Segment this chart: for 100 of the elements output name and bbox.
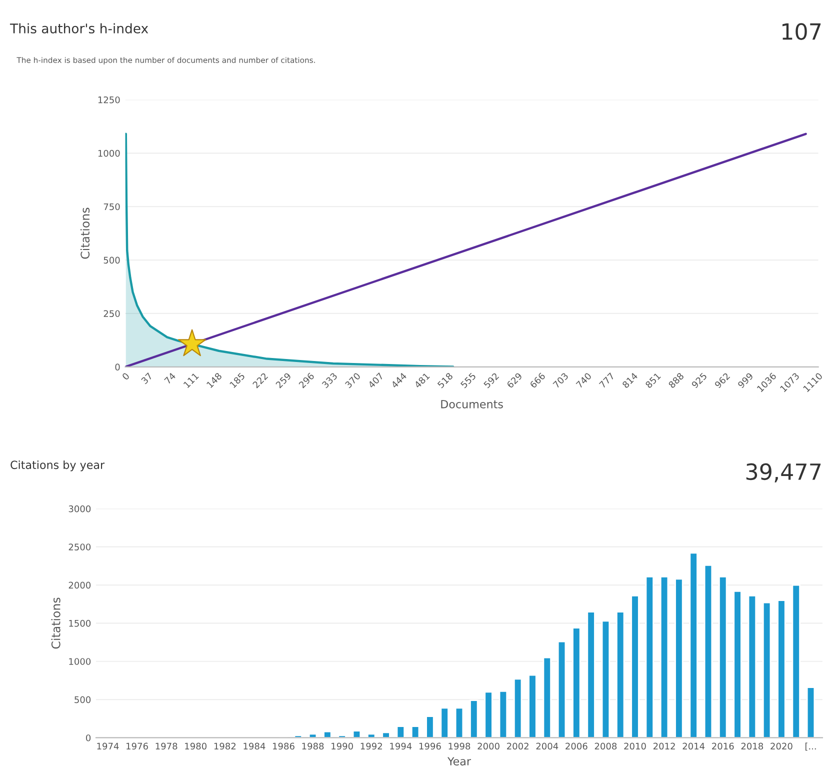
y-tick-label: 1000 — [98, 150, 120, 157]
x-tick-label: 481 — [414, 372, 430, 389]
bar — [572, 627, 581, 738]
bar — [733, 590, 742, 738]
x-tick-label: 1974 — [97, 742, 119, 750]
x-tick-label: 2020 — [770, 742, 792, 750]
x-tick-label: 74 — [164, 372, 176, 384]
bar — [542, 656, 552, 738]
x-tick-label: 851 — [644, 372, 661, 388]
x-tick-label: 962 — [714, 372, 730, 388]
x-tick-label: 1988 — [302, 742, 324, 750]
x-tick-label: 777 — [598, 372, 615, 388]
x-tick-label: 2014 — [682, 742, 705, 750]
x-tick-label: 444 — [390, 372, 407, 388]
x-tick-label: 1978 — [156, 742, 178, 750]
y-tick-label: 0 — [115, 364, 120, 370]
bar — [806, 686, 816, 738]
x-tick-label: 2016 — [712, 742, 734, 750]
bar — [616, 611, 625, 738]
y-tick-label: 750 — [104, 203, 120, 210]
bar — [470, 700, 478, 738]
bar — [601, 620, 610, 738]
y-tick-label: 2000 — [68, 582, 91, 589]
x-tick-label: 814 — [622, 372, 638, 388]
chart-title: This author's h-index — [10, 23, 148, 34]
x-tick-label: 2006 — [566, 742, 588, 750]
bar — [396, 726, 406, 738]
bar — [586, 611, 596, 738]
y-axis-title: Citations — [80, 208, 90, 259]
bar — [762, 602, 772, 738]
x-tick-label: 1994 — [390, 742, 412, 750]
x-tick-label: 148 — [206, 372, 222, 388]
bar — [338, 734, 346, 738]
y-tick-label: 0 — [86, 734, 91, 742]
bar — [308, 733, 318, 738]
bar — [704, 564, 713, 738]
x-tick-label: 0 — [122, 372, 130, 380]
x-axis-title: Documents — [441, 400, 503, 408]
text: 107 — [782, 23, 821, 40]
x-tick-label: 2010 — [624, 742, 646, 750]
bar — [426, 716, 434, 738]
x-tick-label: 1984 — [244, 742, 266, 750]
bar — [718, 576, 728, 738]
bar — [777, 600, 786, 738]
x-tick-label: 2012 — [653, 742, 675, 750]
bar — [323, 730, 332, 738]
x-tick-label: 925 — [691, 372, 708, 388]
x-tick-label: 2000 — [478, 742, 500, 750]
bar — [410, 726, 420, 738]
bar — [367, 733, 376, 738]
x-axis-title: Year — [447, 757, 472, 766]
y-tick-label: 3000 — [68, 505, 91, 512]
bar — [498, 690, 508, 738]
bar — [660, 576, 669, 738]
x-tick-label: 2004 — [536, 742, 558, 750]
bar — [352, 730, 362, 738]
x-tick-label: 999 — [737, 372, 754, 388]
y-tick-label: 500 — [104, 256, 120, 264]
text: 39,477 — [746, 463, 821, 482]
bar — [674, 578, 684, 738]
bar — [513, 678, 522, 738]
y-axis-title: Citations — [51, 598, 60, 649]
x-tick-label: 370 — [344, 372, 361, 388]
bar — [528, 674, 537, 738]
x-tick-label: 666 — [529, 372, 546, 388]
x-tick-label: 2018 — [741, 742, 764, 750]
x-tick-label: [... — [805, 742, 816, 751]
x-tick-label: 1982 — [214, 742, 236, 750]
bar — [792, 584, 800, 738]
bar — [382, 732, 390, 738]
x-tick-label: 740 — [576, 372, 592, 388]
x-tick-label: 111 — [183, 372, 199, 388]
y-tick-label: 1500 — [69, 620, 91, 627]
x-tick-label: 2008 — [594, 742, 617, 750]
y-tick-label: 2500 — [68, 544, 91, 550]
x-tick-label: 407 — [368, 372, 384, 389]
x-tick-label: 888 — [668, 372, 684, 388]
bar — [454, 707, 464, 738]
chart-title: Citations by year — [10, 460, 105, 472]
x-tick-label: 1992 — [360, 742, 382, 750]
x-tick-label: 185 — [229, 372, 246, 388]
bar — [557, 640, 566, 738]
y-tick-label: 1250 — [98, 96, 120, 104]
bar — [689, 552, 698, 738]
bar — [440, 707, 449, 738]
y-tick-label: 500 — [74, 696, 91, 704]
x-tick-label: 629 — [506, 372, 522, 388]
y-tick-label: 1000 — [69, 658, 91, 665]
x-tick-label: 1998 — [448, 742, 470, 750]
x-tick-label: 1996 — [419, 742, 441, 750]
x-tick-label: 703 — [552, 372, 569, 388]
bar — [630, 595, 640, 738]
y-tick-label: 250 — [104, 310, 120, 318]
bar — [645, 576, 654, 738]
bar — [748, 595, 757, 738]
x-tick-label: 1976 — [126, 742, 148, 750]
x-tick-label: 1980 — [185, 742, 207, 750]
x-tick-label: 1990 — [332, 742, 353, 750]
x-tick-label: 37 — [140, 372, 153, 384]
x-tick-label: 2002 — [507, 742, 528, 750]
